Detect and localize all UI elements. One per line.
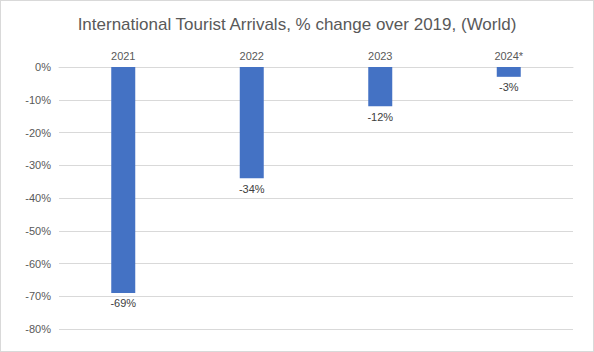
svg-text:-34%: -34% [239,183,265,195]
svg-text:2024*: 2024* [494,50,523,62]
svg-text:2021: 2021 [111,50,135,62]
svg-text:-20%: -20% [25,127,51,139]
svg-text:-40%: -40% [25,192,51,204]
svg-text:-70%: -70% [25,290,51,302]
svg-text:-12%: -12% [367,111,393,123]
svg-text:-80%: -80% [25,323,51,335]
svg-text:0%: 0% [35,61,51,73]
svg-text:2023: 2023 [368,50,392,62]
svg-text:-30%: -30% [25,159,51,171]
svg-text:International Tourist Arrivals: International Tourist Arrivals, % change… [78,15,517,34]
svg-text:-50%: -50% [25,225,51,237]
svg-text:-69%: -69% [110,297,136,309]
svg-text:-3%: -3% [499,81,519,93]
svg-text:2022: 2022 [240,50,264,62]
svg-text:-10%: -10% [25,94,51,106]
svg-text:-60%: -60% [25,258,51,270]
